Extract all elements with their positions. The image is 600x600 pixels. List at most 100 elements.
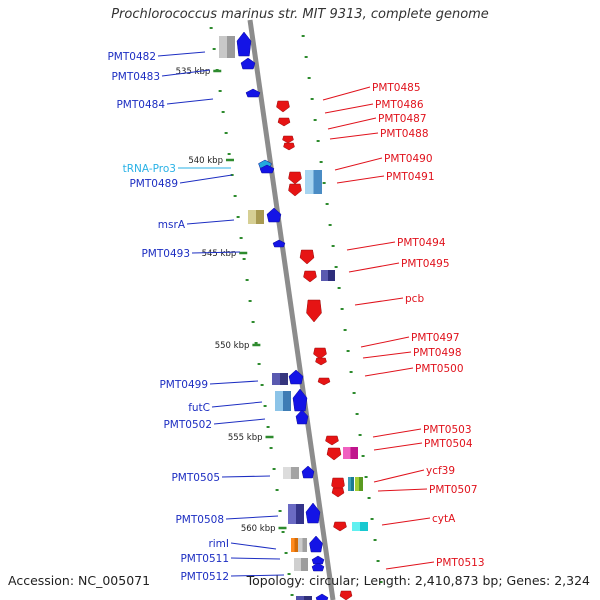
gene-label-pmt0511[interactable]: PMT0511 bbox=[180, 553, 229, 565]
gene-box[interactable] bbox=[280, 373, 288, 385]
gene-box[interactable] bbox=[291, 538, 295, 552]
gene-arrow-reverse[interactable] bbox=[315, 357, 327, 366]
gene-box[interactable] bbox=[313, 170, 323, 194]
gene-box[interactable] bbox=[352, 522, 360, 531]
gene-label-pmt0484[interactable]: PMT0484 bbox=[116, 99, 165, 111]
gene-box[interactable] bbox=[305, 170, 314, 194]
gene-box[interactable] bbox=[256, 210, 264, 224]
gene-arrow-reverse[interactable] bbox=[331, 487, 345, 498]
gene-label-rimi[interactable]: rimI bbox=[208, 538, 229, 550]
gene-label-pmt0502[interactable]: PMT0502 bbox=[163, 419, 212, 431]
gene-label-futc[interactable]: futC bbox=[188, 402, 210, 414]
gene-arrow-reverse[interactable] bbox=[333, 521, 347, 532]
gene-label-pmt0482[interactable]: PMT0482 bbox=[107, 51, 156, 63]
gene-box[interactable] bbox=[291, 467, 299, 479]
gene-label-pmt0499[interactable]: PMT0499 bbox=[159, 379, 208, 391]
gene-box[interactable] bbox=[219, 36, 227, 58]
leader-line bbox=[211, 401, 263, 408]
gene-label-pmt0494[interactable]: PMT0494 bbox=[397, 237, 446, 249]
gene-box[interactable] bbox=[296, 504, 304, 524]
leader-line bbox=[334, 157, 383, 171]
leader-line bbox=[327, 117, 377, 130]
gene-arrow-forward[interactable] bbox=[311, 562, 325, 572]
gene-label-ycf39[interactable]: ycf39 bbox=[426, 465, 455, 477]
gene-label-trna-pro3[interactable]: tRNA-Pro3 bbox=[123, 163, 176, 175]
gene-label-pmt0490[interactable]: PMT0490 bbox=[384, 153, 433, 165]
gene-label-msra[interactable]: msrA bbox=[158, 219, 186, 231]
gene-box[interactable] bbox=[359, 477, 363, 491]
gene-box[interactable] bbox=[304, 596, 312, 600]
gene-arrow-reverse[interactable] bbox=[326, 447, 342, 461]
gene-label-pmt0497[interactable]: PMT0497 bbox=[411, 332, 460, 344]
gene-arrow-reverse[interactable] bbox=[325, 435, 339, 446]
gene-arrow-reverse[interactable] bbox=[288, 183, 302, 197]
gene-box[interactable] bbox=[298, 538, 303, 552]
gene-arrow-forward[interactable] bbox=[236, 31, 252, 57]
gene-arrow-forward[interactable] bbox=[305, 502, 321, 524]
gene-label-pmt0512[interactable]: PMT0512 bbox=[180, 571, 229, 583]
gene-label-pmt0483[interactable]: PMT0483 bbox=[111, 71, 160, 83]
gene-box[interactable] bbox=[351, 477, 354, 491]
gene-label-pmt0500[interactable]: PMT0500 bbox=[415, 363, 464, 375]
gene-box[interactable] bbox=[288, 504, 296, 524]
gene-arrow-forward[interactable] bbox=[272, 239, 286, 248]
gene-arrow-reverse[interactable] bbox=[282, 135, 294, 144]
gene-arrow-forward[interactable] bbox=[259, 164, 275, 174]
gene-label-pmt0503[interactable]: PMT0503 bbox=[423, 424, 472, 436]
gene-box[interactable] bbox=[348, 477, 351, 491]
gene-arrow-forward[interactable] bbox=[245, 88, 261, 98]
gene-label-pmt0504[interactable]: PMT0504 bbox=[424, 438, 473, 450]
gene-label-pmt0485[interactable]: PMT0485 bbox=[372, 82, 421, 94]
gene-label-cyta[interactable]: cytA bbox=[432, 513, 456, 525]
gene-box[interactable] bbox=[343, 447, 351, 459]
gene-arrow-forward[interactable] bbox=[315, 593, 329, 600]
gene-box[interactable] bbox=[283, 467, 291, 479]
gene-arrow-reverse[interactable] bbox=[303, 270, 317, 283]
gene-arrow-forward[interactable] bbox=[266, 207, 282, 223]
gene-label-pmt0507[interactable]: PMT0507 bbox=[429, 484, 478, 496]
gene-arrow-reverse[interactable] bbox=[277, 117, 291, 127]
gene-arrow-forward[interactable] bbox=[288, 369, 304, 385]
gene-label-pmt0489[interactable]: PMT0489 bbox=[129, 178, 178, 190]
gene-label-pmt0513[interactable]: PMT0513 bbox=[436, 557, 485, 569]
gene-label-pmt0495[interactable]: PMT0495 bbox=[401, 258, 450, 270]
gene-label-pmt0488[interactable]: PMT0488 bbox=[380, 128, 429, 140]
gene-label-pcb[interactable]: pcb bbox=[405, 293, 424, 305]
gene-arrow-reverse[interactable] bbox=[313, 347, 327, 360]
gene-arrow-reverse[interactable] bbox=[276, 100, 290, 113]
gene-arrow-reverse[interactable] bbox=[288, 171, 302, 185]
gene-label-pmt0491[interactable]: PMT0491 bbox=[386, 171, 435, 183]
gene-box[interactable] bbox=[360, 522, 368, 531]
gene-arrow-forward[interactable] bbox=[240, 57, 256, 70]
gene-label-pmt0493[interactable]: PMT0493 bbox=[141, 248, 190, 260]
gene-box[interactable] bbox=[283, 391, 291, 411]
gene-arrow-forward[interactable] bbox=[309, 535, 323, 553]
gene-box[interactable] bbox=[294, 538, 299, 552]
gene-label-pmt0508[interactable]: PMT0508 bbox=[175, 514, 224, 526]
gene-box[interactable] bbox=[355, 477, 359, 491]
gene-arrow-reverse[interactable] bbox=[317, 377, 331, 386]
gene-label-pmt0487[interactable]: PMT0487 bbox=[378, 113, 427, 125]
gene-box[interactable] bbox=[227, 36, 235, 58]
gene-label-pmt0505[interactable]: PMT0505 bbox=[171, 472, 220, 484]
gene-box[interactable] bbox=[248, 210, 256, 224]
gene-arrow-reverse[interactable] bbox=[339, 590, 353, 600]
gene-box[interactable] bbox=[350, 447, 359, 459]
leader-line bbox=[381, 517, 431, 526]
gene-box[interactable] bbox=[272, 373, 280, 385]
gene-box[interactable] bbox=[301, 558, 308, 571]
gene-arrow-forward[interactable] bbox=[295, 409, 309, 425]
gene-arrow-forward[interactable] bbox=[301, 465, 315, 479]
gene-arrow-reverse[interactable] bbox=[299, 249, 315, 265]
gene-arrow-reverse[interactable] bbox=[283, 142, 295, 151]
gene-box[interactable] bbox=[275, 391, 283, 411]
gene-box[interactable] bbox=[296, 596, 304, 600]
gene-box[interactable] bbox=[302, 538, 308, 552]
gene-arrow-reverse[interactable] bbox=[306, 299, 322, 323]
gene-box[interactable] bbox=[294, 558, 301, 571]
gene-arrow-forward[interactable] bbox=[292, 388, 308, 412]
gene-box[interactable] bbox=[328, 270, 335, 281]
gene-box[interactable] bbox=[321, 270, 328, 281]
gene-label-pmt0486[interactable]: PMT0486 bbox=[375, 99, 424, 111]
gene-label-pmt0498[interactable]: PMT0498 bbox=[413, 347, 462, 359]
